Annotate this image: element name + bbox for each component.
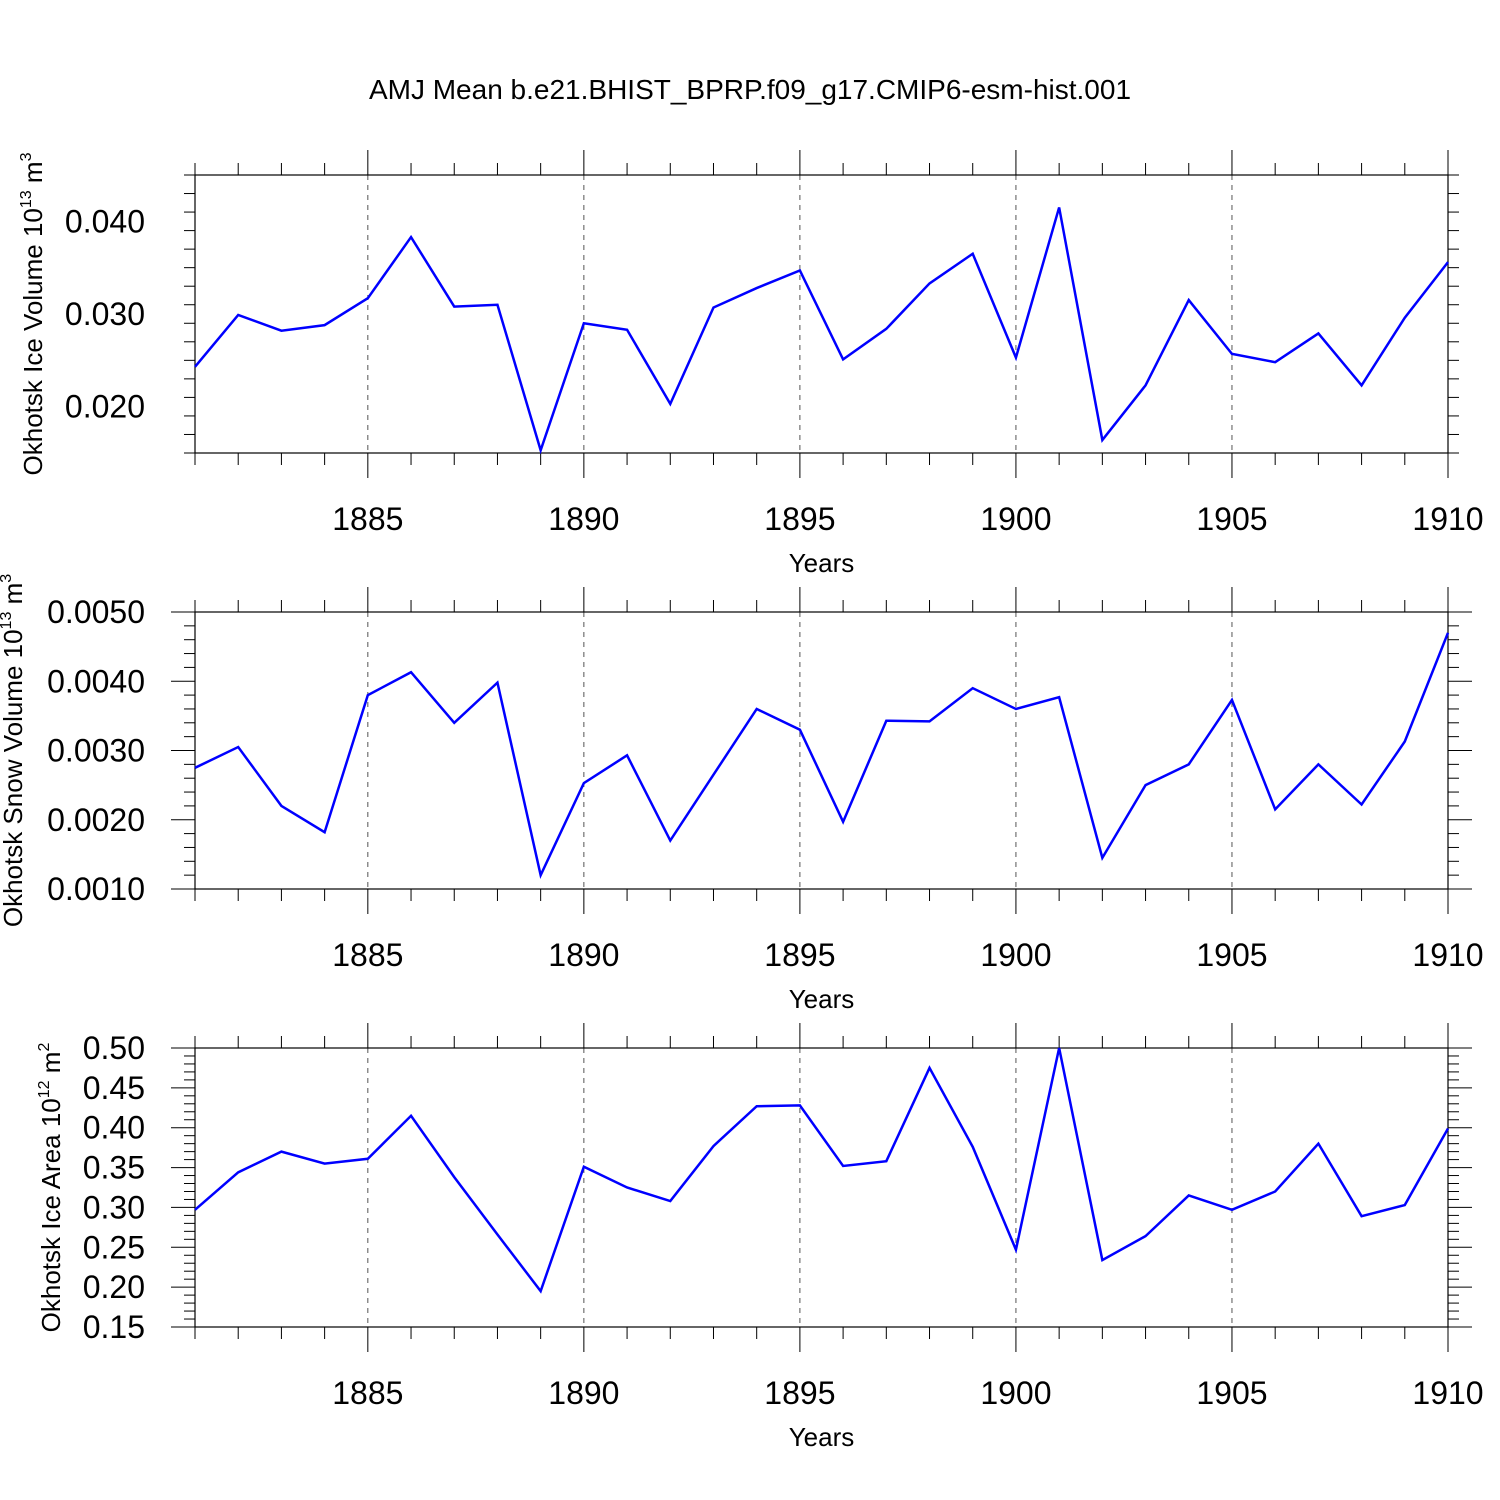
plot-frame (194, 611, 1449, 890)
x-tick-label: 1885 (332, 937, 403, 973)
y-tick-label: 0.0050 (47, 594, 145, 630)
x-tick-label: 1905 (1196, 937, 1267, 973)
x-axis-label: Years (789, 1422, 855, 1452)
y-axis-label: Okhotsk Ice Volume 1013 m3 (18, 152, 48, 475)
panel-3: 1885 1890 1895 1900 1905 1910 0.15 0.20 0.25 0.30… (36, 1023, 1484, 1452)
y-tick-label: 0.0020 (47, 802, 145, 838)
x-tick-label: 1895 (764, 937, 835, 973)
x-tick-label: 1905 (1196, 501, 1267, 537)
x-tick-label: 1910 (1412, 937, 1483, 973)
y-tick-label: 0.40 (83, 1110, 145, 1146)
y-tick-label: 0.15 (83, 1309, 145, 1345)
y-tick-label: 0.040 (65, 203, 145, 239)
y-axis-label: Okhotsk Snow Volume 1013 m3 (0, 574, 28, 927)
x-tick-label: 1890 (548, 501, 619, 537)
plot-frame (194, 1047, 1449, 1328)
x-tick-label: 1905 (1196, 1375, 1267, 1411)
series-line (194, 207, 1449, 455)
x-tick-label: 1885 (332, 501, 403, 537)
x-axis-label: Years (789, 548, 855, 578)
chart-title: AMJ Mean b.e21.BHIST_BPRP.f09_g17.CMIP6-… (368, 74, 1132, 105)
y-axis-label: Okhotsk Ice Area 1012 m2 (36, 1043, 66, 1333)
x-axis-label: Years (789, 984, 855, 1014)
y-tick-label: 0.030 (65, 296, 145, 332)
x-tick-label: 1895 (764, 1375, 835, 1411)
x-tick-label: 1900 (980, 501, 1051, 537)
panel-1: 1885 1890 1895 1900 1905 1910 0.020 0.030 0.040 Y… (18, 150, 1484, 578)
series-line (194, 632, 1450, 879)
panel-2: 1885 1890 1895 1900 1905 1910 0.0010 0.0020 0.00… (0, 574, 1484, 1014)
x-tick-label: 1885 (332, 1375, 403, 1411)
y-tick-label: 0.0030 (47, 733, 145, 769)
y-tick-label: 0.50 (83, 1030, 145, 1066)
x-tick-label: 1895 (764, 501, 835, 537)
x-tick-label: 1890 (548, 937, 619, 973)
plot-frame (194, 174, 1449, 454)
x-tick-label: 1900 (980, 937, 1051, 973)
y-tick-label: 0.0010 (47, 871, 145, 907)
x-tick-label: 1890 (548, 1375, 619, 1411)
y-tick-label: 0.20 (83, 1269, 145, 1305)
x-tick-label: 1900 (980, 1375, 1051, 1411)
y-tick-label: 0.30 (83, 1189, 145, 1225)
x-tick-label: 1910 (1412, 1375, 1483, 1411)
y-tick-label: 0.45 (83, 1070, 145, 1106)
y-tick-label: 0.0040 (47, 663, 145, 699)
series-line (194, 1047, 1450, 1294)
y-tick-label: 0.35 (83, 1150, 145, 1186)
y-tick-label: 0.020 (65, 389, 145, 425)
x-tick-label: 1910 (1412, 501, 1483, 537)
y-tick-label: 0.25 (83, 1229, 145, 1265)
